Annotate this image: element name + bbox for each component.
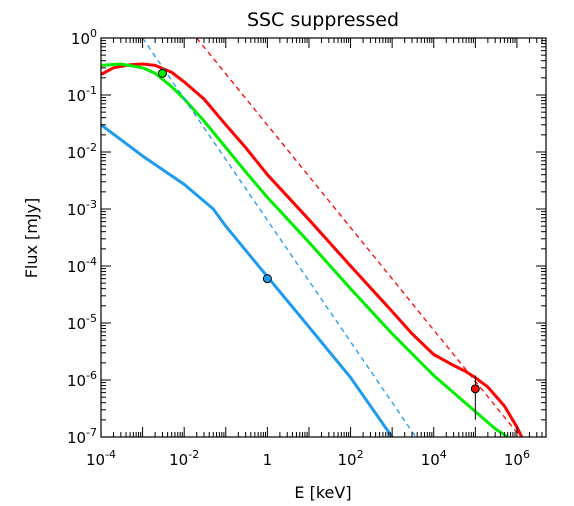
data-point-3 <box>470 384 480 394</box>
y-tick-label: 10-7 <box>67 426 97 447</box>
y-tick-label: 10-3 <box>67 198 97 219</box>
chart-title: SSC suppressed <box>247 9 399 31</box>
x-axis-label: E [keV] <box>294 483 351 502</box>
axis-layer: 10-4 10-2 1 102 104 10610010-110-210-310-410-… <box>67 27 547 469</box>
x-tick-label: 1 <box>263 451 273 469</box>
series-line-1 <box>101 62 524 437</box>
series-layer <box>101 38 524 437</box>
x-tick-label: 106 <box>504 448 530 469</box>
y-tick-label: 10-1 <box>67 84 97 105</box>
x-tick-label: 104 <box>421 448 447 469</box>
y-tick-label: 10-5 <box>67 312 97 333</box>
y-axis-label: Flux [mJy] <box>22 198 41 279</box>
y-tick-label: 10-6 <box>67 369 97 390</box>
y-tick-label: 10-2 <box>67 141 97 162</box>
data-point-2 <box>262 274 272 284</box>
x-tick-label: 10-4 <box>86 448 116 469</box>
y-tick-label: 10-4 <box>67 255 97 276</box>
y-tick-label: 100 <box>71 27 97 48</box>
plot-frame <box>100 37 547 438</box>
x-tick-label: 102 <box>338 448 364 469</box>
data-point-1 <box>157 68 167 78</box>
x-tick-label: 10-2 <box>169 448 199 469</box>
series-line-2 <box>101 62 509 437</box>
marker-layer <box>157 68 480 420</box>
series-line-5 <box>142 38 417 437</box>
series-line-3 <box>101 123 394 437</box>
